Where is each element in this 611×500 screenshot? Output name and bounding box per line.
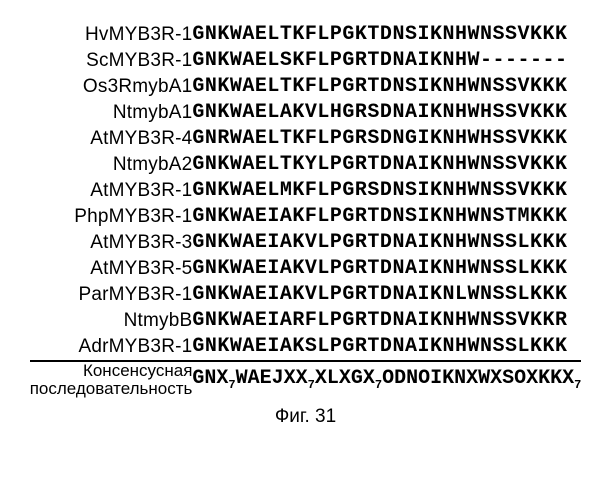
consensus-fragment: XLXGX [315, 367, 375, 390]
sequence-label: AtMYB3R-4 [30, 126, 193, 152]
alignment-row: Os3RmybA1GNKWAELTKFLPGRTDNSIKNHWNSSVKKK [30, 74, 582, 100]
consensus-fragment: ODNOIKNXWXSOXKKX [382, 367, 574, 390]
sequence-label: ScMYB3R-1 [30, 48, 193, 74]
consensus-label-line2: последовательность [30, 379, 193, 398]
sequence-label: PhpMYB3R-1 [30, 204, 193, 230]
consensus-label: Консенсусная последовательность [30, 361, 193, 398]
sequence-label: NtmybB [30, 308, 193, 334]
alignment-row: AtMYB3R-3GNKWAEIAKVLPGRTDNAIKNHWNSSLKKK [30, 230, 582, 256]
sequence-text: GNKWAEIAKVLPGRTDNAIKNLWNSSLKKK [192, 282, 581, 308]
sequence-text: GNKWAELSKFLPGRTDNAIKNHW------- [192, 48, 581, 74]
sequence-text: GNKWAELAKVLHGRSDNAIKNHWHSSVKKK [192, 100, 581, 126]
sequence-text: GNRWAELTKFLPGRSDNGIKNHWHSSVKKK [192, 126, 581, 152]
sequence-label: AdrMYB3R-1 [30, 334, 193, 361]
sequence-text: GNKWAEIAKSLPGRTDNAIKNHWNSSLKKK [192, 334, 581, 361]
sequence-label: NtmybA1 [30, 100, 193, 126]
sequence-text: GNKWAEIAKFLPGRTDNSIKNHWNSTMKKK [192, 204, 581, 230]
figure-caption: Фиг. 31 [0, 406, 611, 428]
consensus-label-line1: Консенсусная [83, 361, 192, 380]
alignment-row: AtMYB3R-5GNKWAEIAKVLPGRTDNAIKNHWNSSLKKK [30, 256, 582, 282]
consensus-subscript: 7 [574, 378, 581, 392]
alignment-row: AtMYB3R-1GNKWAELMKFLPGRSDNSIKNHWNSSVKKK [30, 178, 582, 204]
consensus-subscript: 7 [375, 378, 382, 392]
alignment-table: HvMYB3R-1GNKWAELTKFLPGKTDNSIKNHWNSSVKKKS… [30, 22, 582, 398]
consensus-fragment: GNX [192, 367, 228, 390]
alignment-row: HvMYB3R-1GNKWAELTKFLPGKTDNSIKNHWNSSVKKK [30, 22, 582, 48]
consensus-row: Консенсусная последовательность GNX7WAEJ… [30, 361, 582, 398]
alignment-row: NtmybA1GNKWAELAKVLHGRSDNAIKNHWHSSVKKK [30, 100, 582, 126]
alignment-row: NtmybBGNKWAEIARFLPGRTDNAIKNHWNSSVKKR [30, 308, 582, 334]
sequence-label: Os3RmybA1 [30, 74, 193, 100]
sequence-text: GNKWAELTKFLPGRTDNSIKNHWNSSVKKK [192, 74, 581, 100]
alignment-row: ParMYB3R-1GNKWAEIAKVLPGRTDNAIKNLWNSSLKKK [30, 282, 582, 308]
alignment-row: AtMYB3R-4GNRWAELTKFLPGRSDNGIKNHWHSSVKKK [30, 126, 582, 152]
sequence-text: GNKWAEIAKVLPGRTDNAIKNHWNSSLKKK [192, 230, 581, 256]
consensus-subscript: 7 [228, 378, 235, 392]
sequence-text: GNKWAEIAKVLPGRTDNAIKNHWNSSLKKK [192, 256, 581, 282]
sequence-label: NtmybA2 [30, 152, 193, 178]
sequence-text: GNKWAELMKFLPGRSDNSIKNHWNSSVKKK [192, 178, 581, 204]
sequence-label: AtMYB3R-1 [30, 178, 193, 204]
sequence-text: GNKWAELTKYLPGRTDNAIKNHWNSSVKKK [192, 152, 581, 178]
consensus-subscript: 7 [308, 378, 315, 392]
sequence-label: AtMYB3R-3 [30, 230, 193, 256]
sequence-label: ParMYB3R-1 [30, 282, 193, 308]
figure-container: HvMYB3R-1GNKWAELTKFLPGKTDNSIKNHWNSSVKKKS… [0, 0, 611, 500]
consensus-sequence: GNX7WAEJXX7XLXGX7ODNOIKNXWXSOXKKX7 [192, 361, 581, 398]
alignment-row: ScMYB3R-1GNKWAELSKFLPGRTDNAIKNHW------- [30, 48, 582, 74]
consensus-fragment: WAEJXX [236, 367, 308, 390]
sequence-text: GNKWAEIARFLPGRTDNAIKNHWNSSVKKR [192, 308, 581, 334]
sequence-label: HvMYB3R-1 [30, 22, 193, 48]
sequence-text: GNKWAELTKFLPGKTDNSIKNHWNSSVKKK [192, 22, 581, 48]
alignment-row: NtmybA2GNKWAELTKYLPGRTDNAIKNHWNSSVKKK [30, 152, 582, 178]
sequence-label: AtMYB3R-5 [30, 256, 193, 282]
alignment-row: PhpMYB3R-1GNKWAEIAKFLPGRTDNSIKNHWNSTMKKK [30, 204, 582, 230]
alignment-row: AdrMYB3R-1GNKWAEIAKSLPGRTDNAIKNHWNSSLKKK [30, 334, 582, 361]
